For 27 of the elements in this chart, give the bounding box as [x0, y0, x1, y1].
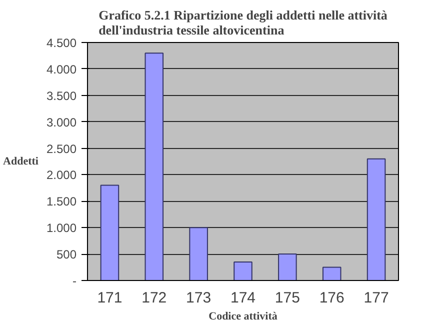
y-tick-label: 3.500 [46, 88, 77, 103]
bar [100, 184, 120, 280]
y-tick-label: 2.500 [46, 142, 77, 156]
x-tick-label: 176 [319, 290, 344, 306]
y-axis-title: Addetti [3, 156, 38, 168]
bar [144, 52, 164, 280]
y-tick-label: 2.000 [46, 168, 77, 182]
bar [189, 227, 208, 280]
y-tick-label: 500 [56, 248, 77, 262]
bar [278, 254, 297, 280]
y-tick-label: 1.500 [46, 194, 77, 209]
x-tick-label: 173 [186, 290, 212, 306]
x-tick-label: 171 [97, 290, 122, 306]
y-tick-label: 4.000 [46, 62, 77, 76]
x-tick-label: 177 [364, 290, 389, 306]
x-tick-label: 175 [274, 290, 300, 306]
y-tick-label: 3.000 [46, 115, 77, 130]
bar [366, 158, 386, 280]
x-axis-title: Codice attività [208, 310, 278, 322]
bar [234, 261, 252, 280]
chart-title: Grafico 5.2.1 Ripartizione degli addetti nelle attività dell'industria tessile altovicentina [98, 8, 388, 38]
x-tick-label: 172 [142, 290, 167, 306]
x-tick-label: 174 [230, 290, 256, 306]
y-tick-label: - [72, 274, 77, 288]
y-tick-label: 4.500 [46, 36, 77, 50]
bar [322, 266, 342, 280]
y-tick-label: 1.000 [46, 221, 77, 236]
